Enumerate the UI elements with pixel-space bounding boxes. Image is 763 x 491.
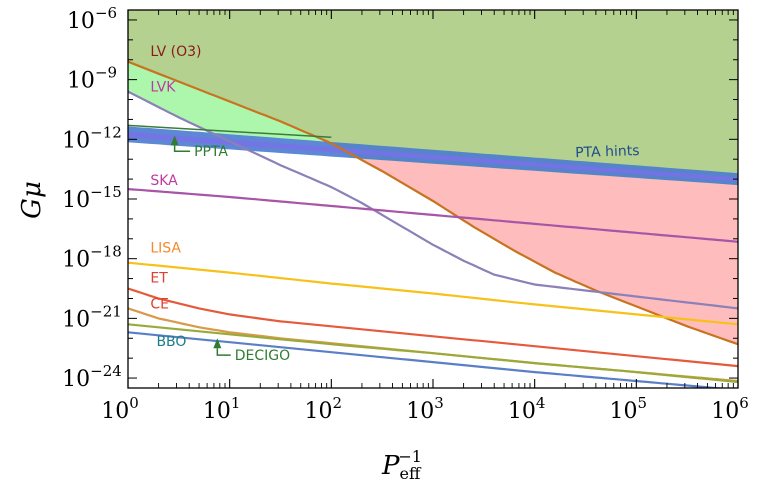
ppta-arrowhead [170, 135, 179, 146]
ppta-pointer [173, 145, 191, 152]
label-lisa: LISA [150, 241, 181, 257]
y-tick-label: 10−18 [62, 243, 122, 273]
curve-lv-o3 [128, 60, 738, 346]
y-tick-label: 10−12 [62, 123, 122, 153]
decigo-pointer [216, 348, 231, 356]
x-tick-label: 106 [711, 394, 749, 424]
label-ppta: PPTA [194, 144, 228, 160]
x-tick-label: 104 [508, 394, 546, 424]
pta-excluded-region [361, 158, 738, 345]
label-et: ET [150, 271, 168, 287]
label-ce: CE [150, 296, 169, 312]
x-tick-label: 102 [305, 394, 343, 424]
pta-hints-band [128, 126, 738, 186]
y-tick-label: 10−24 [62, 362, 122, 392]
y-tick-label: 10−9 [67, 64, 117, 94]
y-tick-label: 10−21 [62, 302, 122, 332]
decigo-arrowhead [213, 338, 222, 349]
x-tick-label: 100 [101, 394, 139, 424]
label-lv-o3: LV (O3) [150, 44, 201, 60]
curve-annotations: LV (O3) LVK PPTA SKA LISA ET CE BBO DECIGO PTA hi… [150, 44, 639, 364]
curve-ppta [128, 124, 332, 139]
x-tick-labels: 100 101 102 103 104 105 106 [101, 394, 749, 424]
x-axis-title: Peff−1 [381, 447, 422, 483]
axis-ticks [127, 10, 739, 388]
curve-decigo [128, 323, 738, 384]
curve-lvk [128, 90, 738, 310]
x-tick-label: 101 [203, 394, 241, 424]
y-tick-label: 10−15 [62, 183, 122, 213]
label-decigo: DECIGO [235, 348, 290, 364]
pta-band-inner [128, 132, 738, 182]
label-pta-hints: PTA hints [575, 143, 640, 161]
curve-ska [128, 188, 738, 243]
curve-lisa [128, 261, 738, 326]
label-lvk: LVK [150, 80, 176, 96]
x-tick-label: 105 [610, 394, 648, 424]
y-axis-title: Gμ [17, 181, 47, 219]
curve-et [128, 287, 738, 368]
y-tick-labels: 10−6 10−9 10−12 10−15 10−18 10−21 10−24 [62, 4, 122, 392]
label-ska: SKA [150, 173, 178, 189]
y-tick-label: 10−6 [67, 4, 117, 34]
label-bbo: BBO [156, 334, 186, 350]
x-tick-label: 103 [406, 394, 444, 424]
sensitivity-curves [128, 60, 738, 388]
